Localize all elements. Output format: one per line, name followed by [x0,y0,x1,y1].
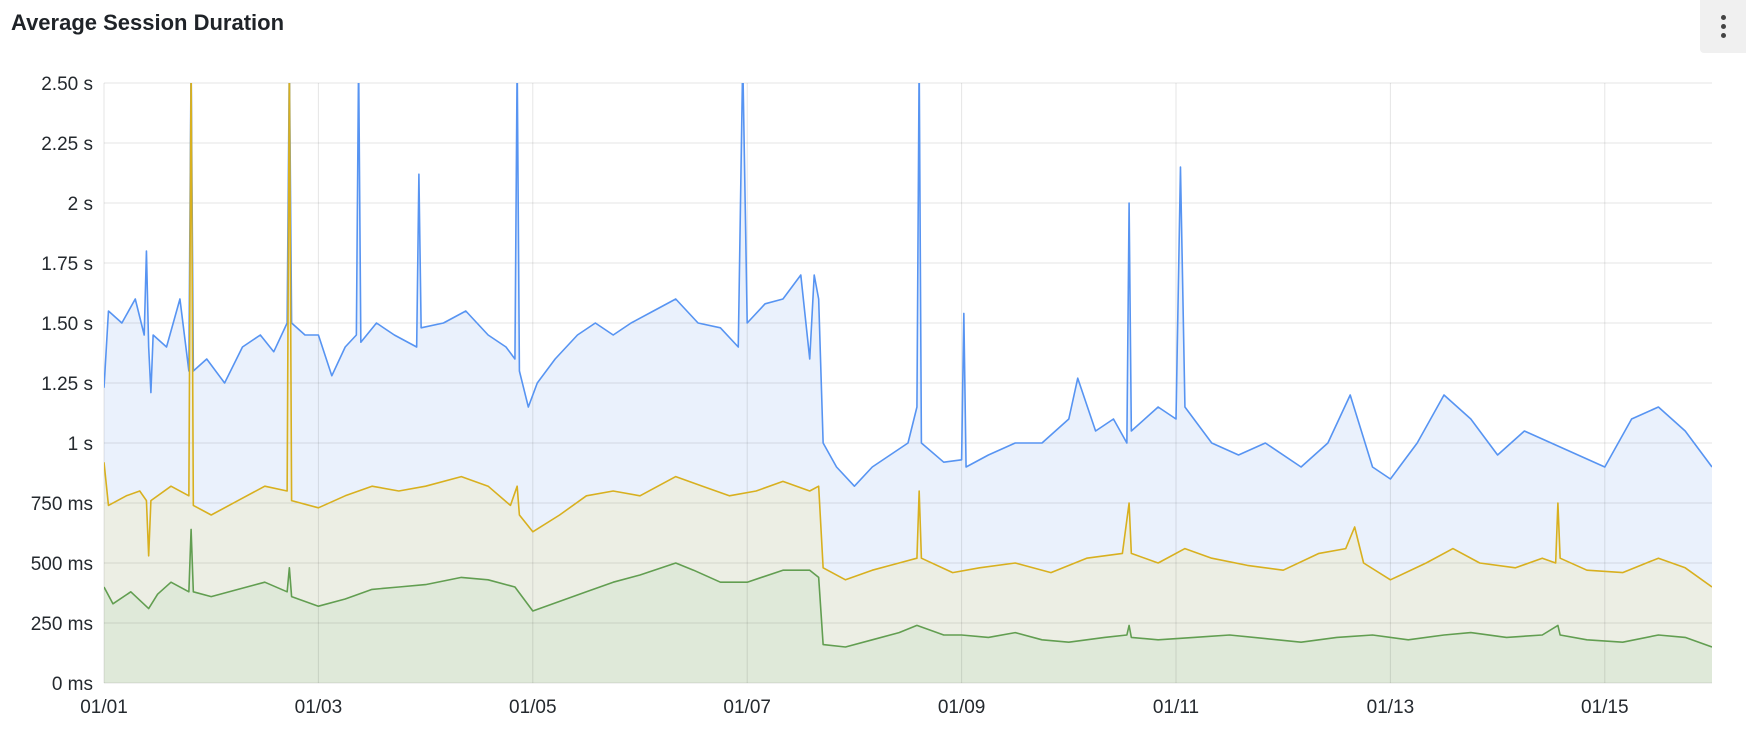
x-tick-label: 01/01 [80,697,128,718]
series-2-line [104,528,1712,648]
x-tick-label: 01/15 [1581,697,1629,718]
x-tick-label: 01/09 [938,697,986,718]
series-2-area [104,529,1712,683]
panel-menu-button[interactable] [1700,0,1746,53]
x-tick-label: 01/11 [1153,697,1199,718]
y-tick-label: 0 ms [52,674,93,695]
x-tick-label: 01/03 [295,697,343,718]
series-0-line [104,83,1712,488]
series-1-area [104,83,1712,683]
x-tick-label: 01/05 [509,697,557,718]
y-tick-label: 2.25 s [41,134,93,155]
y-tick-label: 1.75 s [41,254,93,275]
y-tick-label: 1 s [68,434,93,455]
y-tick-label: 750 ms [31,494,93,515]
y-tick-label: 2 s [68,194,93,215]
kebab-menu-icon [1720,15,1726,20]
y-tick-label: 1.25 s [41,374,93,395]
series-1-line [104,83,1712,588]
y-tick-label: 1.50 s [41,314,93,335]
x-tick-label: 01/13 [1367,697,1415,718]
x-tick-label: 01/07 [723,697,771,718]
y-tick-label: 500 ms [31,554,93,575]
y-tick-label: 2.50 s [41,74,93,95]
panel-title: Average Session Duration [11,10,285,35]
y-tick-label: 250 ms [31,614,93,635]
